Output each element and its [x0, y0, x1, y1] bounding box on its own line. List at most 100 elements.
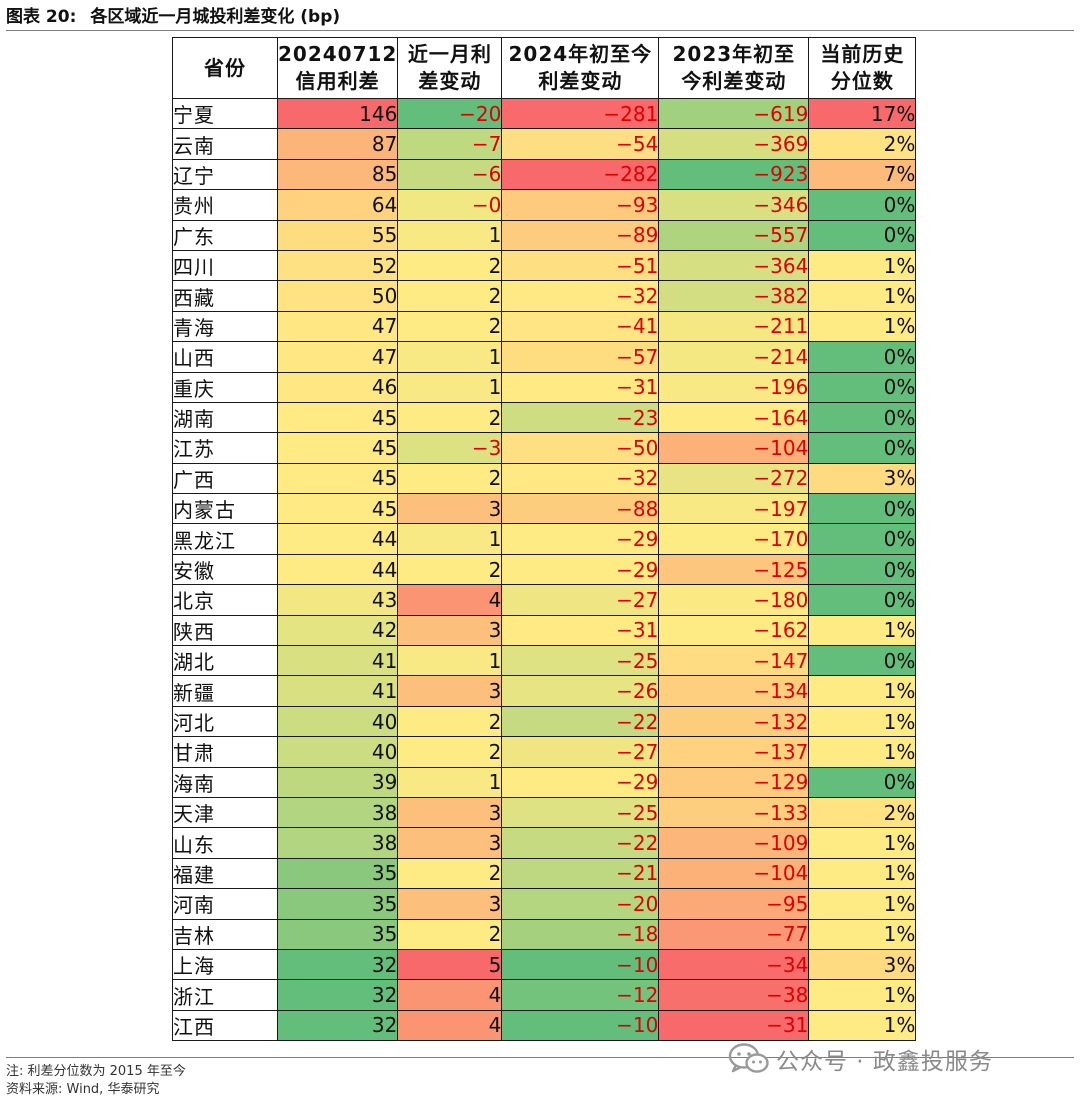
cell-1m-change: −0 [397, 189, 503, 221]
cell-ytd-2024: −31 [501, 614, 660, 647]
cell-ytd-2024: −54 [501, 128, 660, 160]
cell-1m-change: 3 [397, 827, 503, 859]
table-row: 广东 55 1 −89 −557 0% [172, 219, 917, 251]
cell-spread: 87 [276, 128, 399, 160]
cell-ytd-2024: −281 [501, 97, 660, 130]
cell-spread: 35 [276, 857, 399, 890]
cell-province: 山西 [172, 341, 278, 373]
cell-1m-change: 1 [397, 645, 503, 677]
header-since-2023: 2023年初至 今利差变动 [658, 37, 810, 99]
cell-ytd-2024: −10 [501, 948, 660, 981]
cell-ytd-2024: −25 [501, 796, 660, 829]
cell-ytd-2024: −41 [501, 310, 660, 343]
cell-province: 青海 [172, 310, 278, 343]
cell-spread: 40 [276, 736, 399, 768]
cell-spread: 42 [276, 614, 399, 647]
cell-percentile: 1% [808, 736, 917, 768]
table-row: 山西 47 1 −57 −214 0% [172, 341, 917, 373]
cell-since-2023: −162 [658, 614, 810, 647]
cell-percentile: 0% [808, 766, 917, 798]
cell-spread: 44 [276, 523, 399, 555]
spread-table: 省份 20240712 信用利差 近一月利 差变动 2024年初至今 利差变动 2023… [172, 37, 917, 1042]
header-row: 省份 20240712 信用利差 近一月利 差变动 2024年初至今 利差变动 2023… [172, 37, 917, 99]
header-1m-change: 近一月利 差变动 [397, 37, 503, 99]
cell-since-2023: −104 [658, 857, 810, 890]
table-row: 江西 32 4 −10 −31 1% [172, 1009, 917, 1042]
cell-spread: 41 [276, 645, 399, 677]
cell-ytd-2024: −29 [501, 766, 660, 798]
cell-percentile: 0% [808, 401, 917, 434]
cell-spread: 32 [276, 979, 399, 1011]
cell-percentile: 3% [808, 462, 917, 495]
cell-ytd-2024: −93 [501, 189, 660, 221]
table-row: 河南 35 3 −20 −95 1% [172, 888, 917, 920]
cell-percentile: 2% [808, 796, 917, 829]
cell-percentile: 1% [808, 857, 917, 890]
cell-province: 黑龙江 [172, 523, 278, 555]
cell-spread: 85 [276, 158, 399, 191]
cell-1m-change: 2 [397, 401, 503, 434]
cell-1m-change: 2 [397, 249, 503, 282]
cell-province: 甘肃 [172, 736, 278, 768]
cell-1m-change: 3 [397, 493, 503, 525]
cell-since-2023: −619 [658, 97, 810, 130]
cell-ytd-2024: −31 [501, 371, 660, 403]
table-row: 广西 45 2 −32 −272 3% [172, 462, 917, 495]
cell-spread: 146 [276, 97, 399, 130]
cell-spread: 46 [276, 371, 399, 403]
cell-percentile: 1% [808, 827, 917, 859]
cell-percentile: 1% [808, 675, 917, 707]
cell-percentile: 1% [808, 705, 917, 738]
cell-percentile: 0% [808, 341, 917, 373]
cell-1m-change: 1 [397, 371, 503, 403]
cell-since-2023: −346 [658, 189, 810, 221]
cell-since-2023: −170 [658, 523, 810, 555]
cell-percentile: 0% [808, 189, 917, 221]
cell-percentile: 1% [808, 280, 917, 312]
table-row: 重庆 46 1 −31 −196 0% [172, 371, 917, 403]
cell-ytd-2024: −10 [501, 1009, 660, 1042]
cell-ytd-2024: −57 [501, 341, 660, 373]
cell-1m-change: 2 [397, 462, 503, 495]
header-percentile: 当前历史 分位数 [808, 37, 917, 99]
cell-ytd-2024: −21 [501, 857, 660, 890]
cell-province: 新疆 [172, 675, 278, 707]
cell-1m-change: 5 [397, 948, 503, 981]
table-row: 安徽 44 2 −29 −125 0% [172, 553, 917, 586]
table-row: 河北 40 2 −22 −132 1% [172, 705, 917, 738]
table-row: 内蒙古 45 3 −88 −197 0% [172, 493, 917, 525]
cell-province: 云南 [172, 128, 278, 160]
cell-since-2023: −272 [658, 462, 810, 495]
cell-1m-change: 1 [397, 766, 503, 798]
cell-1m-change: 3 [397, 675, 503, 707]
watermark: 公众号 · 政鑫投服务 [728, 1042, 993, 1076]
cell-1m-change: 1 [397, 219, 503, 251]
cell-province: 宁夏 [172, 97, 278, 130]
figure-caption: 各区域近一月城投利差变化 (bp) [90, 7, 341, 27]
cell-ytd-2024: −25 [501, 645, 660, 677]
cell-percentile: 17% [808, 97, 917, 130]
figure-label: 图表 20: [6, 7, 77, 27]
cell-province: 海南 [172, 766, 278, 798]
cell-province: 重庆 [172, 371, 278, 403]
cell-spread: 45 [276, 462, 399, 495]
cell-1m-change: 3 [397, 796, 503, 829]
table-row: 甘肃 40 2 −27 −137 1% [172, 736, 917, 768]
table-row: 辽宁 85 −6 −282 −923 7% [172, 158, 917, 191]
cell-percentile: 1% [808, 918, 917, 950]
table-row: 黑龙江 44 1 −29 −170 0% [172, 523, 917, 555]
cell-province: 江西 [172, 1009, 278, 1042]
cell-percentile: 0% [808, 493, 917, 525]
table-row: 湖北 41 1 −25 −147 0% [172, 645, 917, 677]
cell-spread: 45 [276, 432, 399, 464]
cell-spread: 50 [276, 280, 399, 312]
table-row: 云南 87 −7 −54 −369 2% [172, 128, 917, 160]
cell-province: 广东 [172, 219, 278, 251]
cell-since-2023: −147 [658, 645, 810, 677]
cell-ytd-2024: −12 [501, 979, 660, 1011]
cell-spread: 32 [276, 948, 399, 981]
cell-ytd-2024: −27 [501, 584, 660, 616]
cell-percentile: 0% [808, 523, 917, 555]
cell-province: 辽宁 [172, 158, 278, 191]
cell-province: 贵州 [172, 189, 278, 221]
